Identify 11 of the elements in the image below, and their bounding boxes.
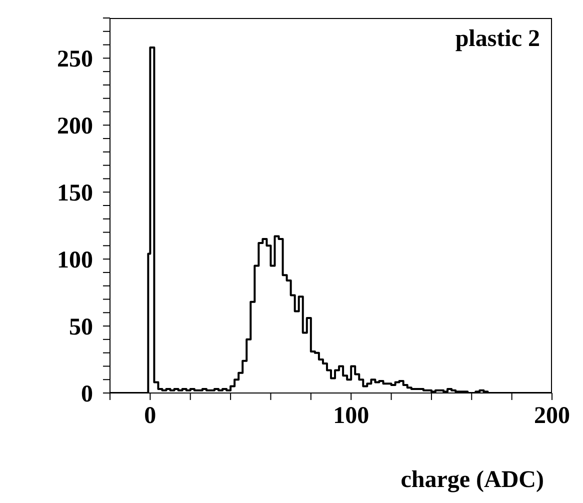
y-tick-label: 150 [57,180,93,207]
x-tick-label: 100 [333,403,370,430]
y-tick-label: 250 [57,46,93,73]
y-tick-label: 100 [57,248,93,274]
y-tick-label: 200 [57,114,93,140]
y-tick-label: 0 [81,382,93,408]
y-tick-label: 50 [69,314,93,341]
x-tick-label: 0 [144,403,156,430]
x-axis-title: charge (ADC) [400,467,544,493]
x-tick-label: 200 [534,403,570,430]
chart-title: plastic 2 [455,26,540,53]
